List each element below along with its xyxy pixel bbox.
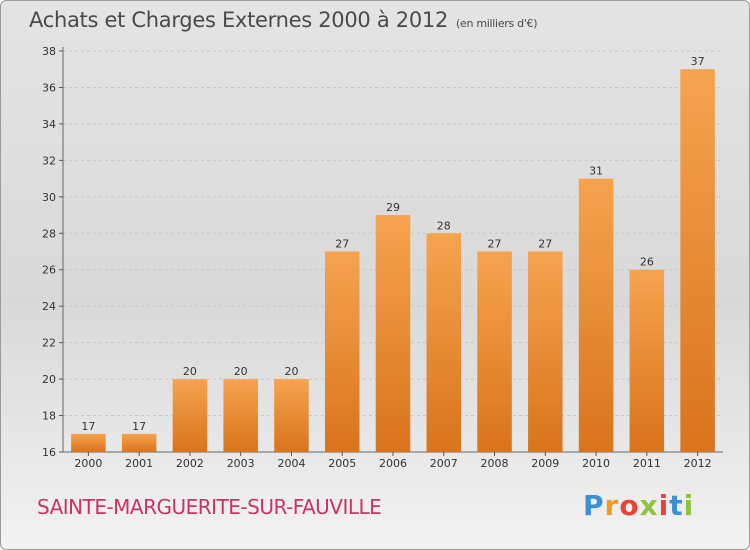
- bar-2002: [172, 379, 208, 452]
- data-label-2004: 20: [284, 365, 298, 378]
- x-tick-label-2003: 2003: [227, 457, 255, 470]
- bar-2008: [477, 251, 512, 452]
- x-tick-label-2006: 2006: [379, 457, 407, 470]
- data-label-2011: 26: [640, 256, 654, 269]
- x-tick-label-2000: 2000: [74, 457, 102, 470]
- chart-title: Achats et Charges Externes 2000 à 2012 (e…: [29, 8, 538, 32]
- y-tick-label: 16: [42, 446, 56, 459]
- x-tick-label-2010: 2010: [582, 457, 610, 470]
- data-label-2003: 20: [234, 365, 248, 378]
- bar-2003: [223, 379, 258, 452]
- x-tick-label-2012: 2012: [684, 457, 712, 470]
- data-label-2009: 27: [538, 238, 552, 251]
- bar-2001: [121, 433, 157, 452]
- data-labels: 17 17 20 20 20 27 29 28 27 27 31 26 37: [81, 55, 704, 433]
- bars: [71, 69, 715, 453]
- chart-unit: (en milliers d'€): [456, 17, 538, 30]
- bar-2004: [274, 379, 309, 452]
- y-tick-label: 38: [42, 45, 56, 58]
- x-tick-label-2004: 2004: [277, 457, 305, 470]
- x-tick-label-2008: 2008: [481, 457, 509, 470]
- data-label-2001: 17: [132, 420, 146, 433]
- y-tick-label: 30: [42, 191, 56, 204]
- bar-2005: [324, 251, 360, 452]
- y-tick-label: 22: [42, 337, 56, 350]
- x-tick-label-2009: 2009: [531, 457, 559, 470]
- commune-name: SAINTE-MARGUERITE-SUR-FAUVILLE: [37, 495, 382, 519]
- y-tick-label: 20: [42, 373, 56, 386]
- data-label-2012: 37: [691, 55, 705, 68]
- data-label-2008: 27: [488, 238, 502, 251]
- data-label-2010: 31: [589, 165, 603, 178]
- logo-letter: o: [619, 489, 640, 522]
- logo-letter: t: [669, 489, 684, 522]
- bar-2011: [629, 269, 665, 452]
- y-tick-label: 28: [42, 227, 56, 240]
- y-tick-label: 26: [42, 264, 56, 277]
- bar-2006: [375, 215, 411, 452]
- proxiti-logo[interactable]: Proxiti: [583, 489, 694, 522]
- x-tick-label-2001: 2001: [125, 457, 153, 470]
- data-label-2005: 27: [335, 238, 349, 251]
- logo-letter: P: [583, 489, 605, 522]
- bar-2009: [528, 251, 563, 452]
- data-label-2007: 28: [437, 219, 451, 232]
- bar-2010: [578, 178, 614, 452]
- logo-letter: r: [604, 489, 620, 522]
- data-label-2000: 17: [81, 420, 95, 433]
- data-label-2002: 20: [183, 365, 197, 378]
- y-tick-label: 36: [42, 81, 56, 94]
- y-tick-label: 34: [42, 118, 56, 131]
- chart-title-text: Achats et Charges Externes 2000 à 2012: [29, 8, 449, 32]
- logo-letter: i: [683, 489, 695, 522]
- x-tick-label-2002: 2002: [176, 457, 204, 470]
- x-tick-label-2011: 2011: [633, 457, 661, 470]
- y-tick-label: 24: [42, 300, 56, 313]
- y-tick-label: 18: [42, 410, 56, 423]
- data-label-2006: 29: [386, 201, 400, 214]
- logo-letter: x: [639, 489, 659, 522]
- bar-2007: [426, 233, 462, 452]
- logo-letter: i: [658, 489, 670, 522]
- bar-2000: [71, 433, 106, 452]
- x-tick-label-2007: 2007: [430, 457, 458, 470]
- x-tick-label-2005: 2005: [328, 457, 356, 470]
- bar-2012: [680, 69, 715, 453]
- y-tick-label: 32: [42, 154, 56, 167]
